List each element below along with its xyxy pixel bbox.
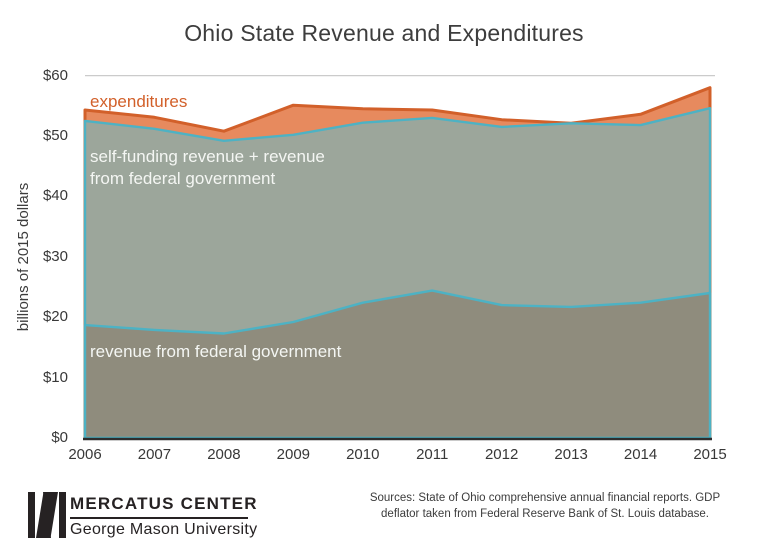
- y-tick-60: $60: [42, 66, 68, 84]
- series-label-total-revenue: self-funding revenue + revenue from fede…: [90, 146, 325, 190]
- mercatus-logo-icon: [28, 492, 66, 538]
- sources-line2: deflator taken from Federal Reserve Bank…: [381, 507, 709, 520]
- x-tick-2007: 2007: [137, 446, 172, 463]
- series-label-total-revenue-line2: from federal government: [90, 169, 276, 188]
- x-tick-2009: 2009: [276, 446, 311, 463]
- series-label-federal-revenue: revenue from federal government: [90, 342, 342, 361]
- x-tick-2008: 2008: [207, 446, 241, 463]
- series-label-total-revenue-line1: self-funding revenue + revenue: [90, 147, 325, 166]
- sources-note: Sources: State of Ohio comprehensive ann…: [350, 491, 740, 522]
- y-tick-10: $10: [42, 368, 68, 386]
- y-tick-0: $0: [51, 429, 68, 446]
- x-tick-2006: 2006: [68, 446, 102, 463]
- y-tick-20: $20: [42, 308, 68, 326]
- logo-title: MERCATUS CENTER: [70, 494, 258, 513]
- mercatus-logo-text: MERCATUS CENTER George Mason University: [70, 494, 330, 539]
- y-tick-50: $50: [42, 127, 68, 144]
- x-tick-2014: 2014: [623, 446, 658, 463]
- y-tick-30: $30: [42, 247, 68, 265]
- chart-title: Ohio State Revenue and Expenditures: [184, 20, 584, 46]
- x-tick-2012: 2012: [484, 446, 519, 463]
- x-tick-2015: 2015: [693, 446, 727, 463]
- sources-line1: Sources: State of Ohio comprehensive ann…: [369, 492, 721, 504]
- y-tick-40: $40: [42, 187, 68, 205]
- x-tick-2010: 2010: [346, 446, 380, 463]
- x-tick-2011: 2011: [416, 446, 449, 463]
- logo-divider: [70, 517, 248, 519]
- x-tick-2013: 2013: [554, 446, 588, 463]
- series-label-expenditures: expenditures: [90, 92, 188, 111]
- logo-subtitle: George Mason University: [70, 521, 258, 538]
